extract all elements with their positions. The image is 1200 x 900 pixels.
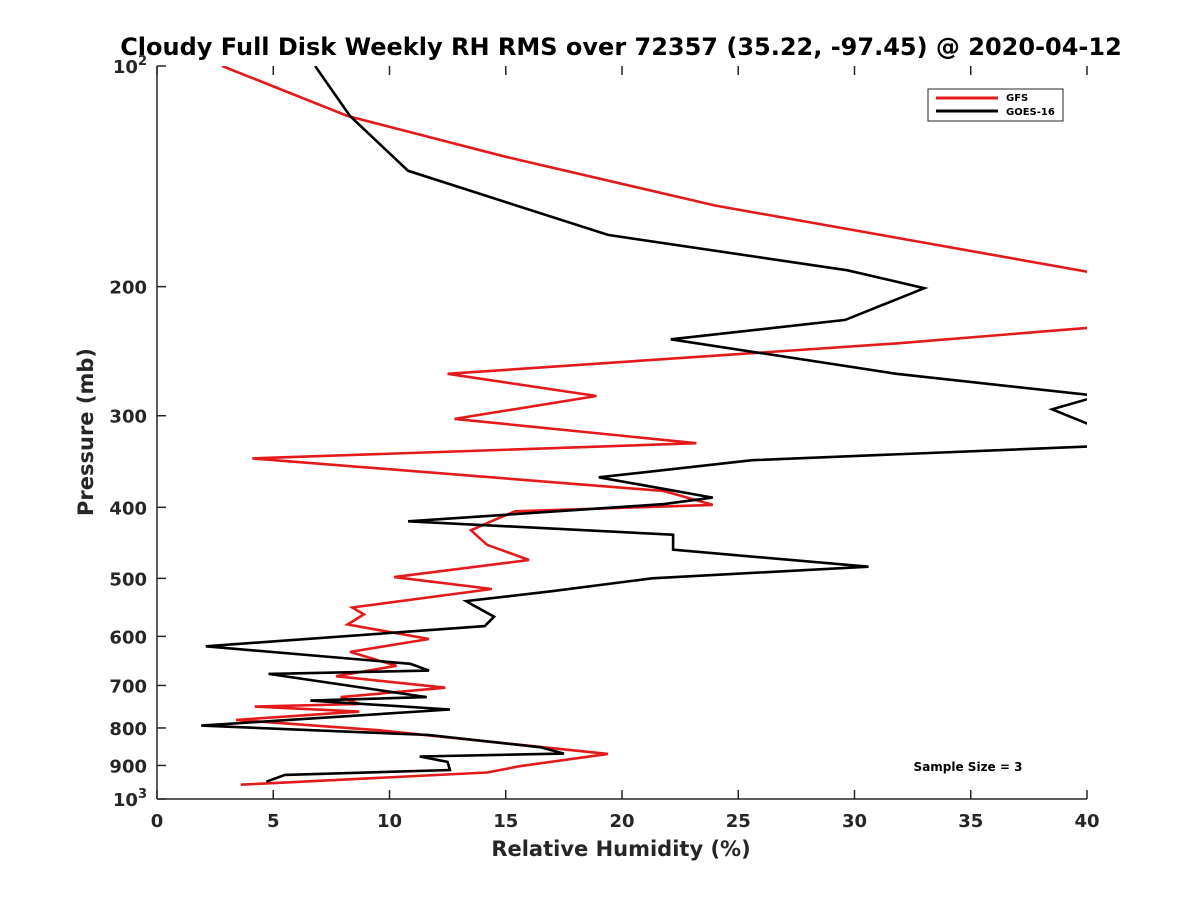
y-tick-label-2: 300 <box>109 407 147 428</box>
y-tick-label-9: 103 <box>113 787 147 811</box>
y-ticks: 102 200 300 400 500 600 700 800 900 103 <box>109 54 166 811</box>
x-ticks: 0 5 10 15 20 25 30 35 40 <box>151 66 1100 832</box>
x-axis-label: Relative Humidity (%) <box>491 837 750 861</box>
y-tick-label-7: 800 <box>109 719 147 740</box>
y-tick-label-1: 200 <box>109 278 147 299</box>
y-tick-label-4: 500 <box>109 569 147 590</box>
legend-label-gfs: GFS <box>1006 93 1028 104</box>
x-tick-label-5: 25 <box>726 811 751 832</box>
x-tick-label-3: 15 <box>493 811 518 832</box>
y-tick-label-6: 700 <box>109 676 147 697</box>
x-tick-label-0: 0 <box>151 811 164 832</box>
x-tick-label-4: 20 <box>609 811 634 832</box>
y-tick-label-8: 900 <box>109 756 147 777</box>
legend-box <box>927 88 1064 122</box>
legend-label-goes-16: GOES-16 <box>1006 107 1055 118</box>
x-tick-label-6: 30 <box>842 811 867 832</box>
sample-size-annotation: Sample Size = 3 <box>914 760 1023 774</box>
y-tick-label-0: 102 <box>113 54 147 78</box>
chart-title: Cloudy Full Disk Weekly RH RMS over 7235… <box>120 33 1122 61</box>
x-tick-label-8: 40 <box>1074 811 1099 832</box>
y-axis-label: Pressure (mb) <box>74 348 98 516</box>
legend: GFS GOES-16 <box>927 88 1064 122</box>
x-tick-label-7: 35 <box>958 811 983 832</box>
y-tick-label-5: 600 <box>109 627 147 648</box>
x-tick-label-1: 5 <box>267 811 280 832</box>
x-tick-label-2: 10 <box>377 811 402 832</box>
series-layer <box>201 66 1087 786</box>
y-tick-label-3: 400 <box>109 498 147 519</box>
